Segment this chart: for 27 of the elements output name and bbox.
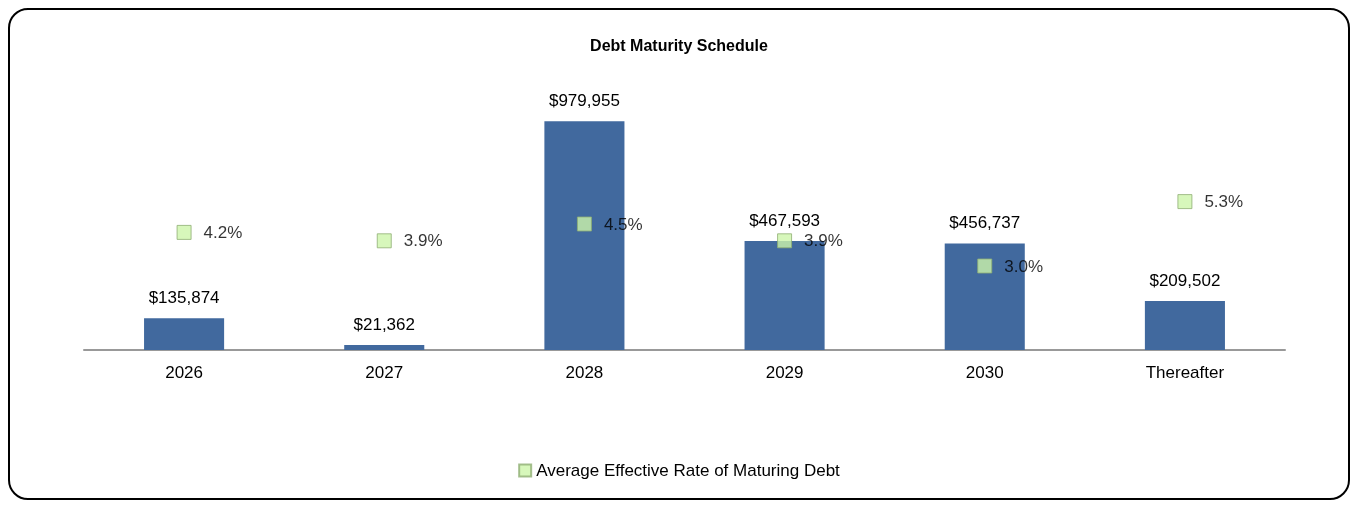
point — [977, 258, 993, 274]
point — [576, 216, 592, 232]
data-label: $979,955 — [548, 91, 620, 111]
x-tick-label: 2030 — [965, 363, 1004, 382]
data-label: $209,502 — [1149, 271, 1221, 291]
x-tick-label: 2029 — [765, 363, 804, 382]
point — [176, 224, 192, 240]
data-label: $21,362 — [353, 315, 415, 335]
data-label: 5.3% — [1204, 192, 1244, 212]
data-label: 3.9% — [403, 231, 443, 251]
x-tick-label: 2026 — [165, 363, 203, 382]
x-tick-label: 2027 — [365, 363, 404, 382]
data-label: $456,737 — [949, 213, 1021, 233]
x-tick-label: Thereafter — [1145, 363, 1225, 382]
point — [777, 233, 793, 249]
bar — [144, 318, 225, 350]
data-label: $135,874 — [148, 288, 220, 308]
point — [376, 233, 392, 249]
data-label: 3.9% — [804, 231, 843, 251]
chart-title: Debt Maturity Schedule — [590, 36, 768, 54]
data-label: 4.2% — [203, 222, 243, 242]
point — [1177, 194, 1193, 210]
bar — [344, 345, 425, 350]
x-tick-label: 2028 — [565, 363, 604, 382]
legend-label: Average Effective Rate of Maturing Debt — [536, 461, 841, 480]
bar — [1144, 301, 1225, 350]
data-label: $467,593 — [749, 210, 821, 230]
